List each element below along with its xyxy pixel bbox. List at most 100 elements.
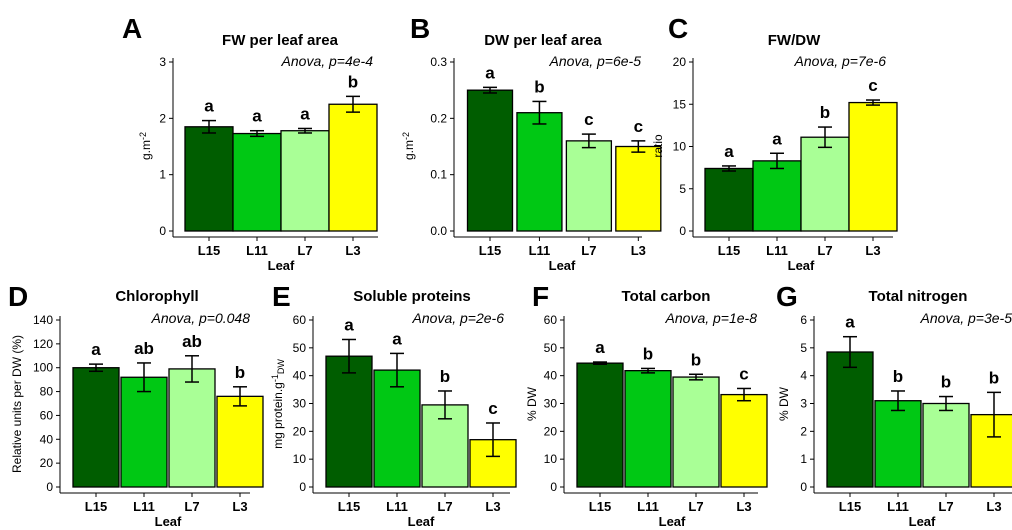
- panel-f: F Total carbon Anova, p=1e-8 0 10 20 30 40 50 60%…: [525, 281, 768, 529]
- y-tick-label: 10: [673, 140, 687, 154]
- y-tick-label: 20: [40, 456, 54, 470]
- x-tick-label: L3: [865, 243, 880, 258]
- bar-l7: [800, 136, 850, 232]
- bar-l11: [516, 112, 563, 232]
- significance-letter: a: [772, 129, 782, 148]
- bar-l3: [720, 393, 768, 488]
- bar-l7: [672, 376, 720, 488]
- bar-l3: [848, 101, 898, 232]
- bar-l15: [325, 355, 373, 488]
- y-tick-label: 3: [800, 397, 807, 411]
- x-tick-label: L3: [345, 243, 360, 258]
- x-tick-label: L15: [85, 499, 107, 514]
- significance-letter: c: [634, 117, 643, 136]
- x-tick-label: L11: [246, 243, 268, 258]
- x-axis-label: Leaf: [408, 514, 435, 529]
- bar-l7: [168, 368, 216, 488]
- y-tick-label: 0: [550, 480, 557, 494]
- y-tick-label: 60: [40, 408, 54, 422]
- y-tick-label: 2: [800, 424, 807, 438]
- x-tick-label: L3: [232, 499, 247, 514]
- x-axis-label: Leaf: [659, 514, 686, 529]
- bar-l3: [328, 103, 378, 232]
- significance-letter: b: [820, 103, 830, 122]
- significance-letter: a: [392, 329, 402, 348]
- x-tick-label: L11: [887, 499, 909, 514]
- y-axis-label: % DW: [777, 386, 791, 421]
- x-tick-label: L11: [133, 499, 155, 514]
- bar-l11: [874, 400, 922, 488]
- panel-title: FW per leaf area: [222, 32, 339, 49]
- panel-title: DW per leaf area: [484, 32, 602, 49]
- significance-letter: a: [595, 338, 605, 357]
- panel-letter: A: [122, 13, 142, 44]
- y-tick-label: 0: [299, 480, 306, 494]
- y-tick-label: 0.2: [430, 111, 447, 125]
- y-axis-label: g.m-2: [401, 132, 416, 160]
- x-tick-label: L11: [637, 499, 659, 514]
- significance-letter: a: [91, 340, 101, 359]
- anova-annotation: Anova, p=0.048: [151, 310, 251, 326]
- significance-letter: ab: [134, 339, 154, 358]
- y-tick-label: 100: [33, 361, 53, 375]
- panel-g: G Total nitrogen Anova, p=3e-5 0 1 2 3 4 5 6 % DW a…: [776, 281, 1012, 529]
- x-axis-label: Leaf: [549, 258, 576, 273]
- y-tick-label: 50: [293, 341, 307, 355]
- bar-l15: [576, 362, 624, 488]
- x-tick-label: L7: [437, 499, 452, 514]
- y-tick-label: 20: [544, 424, 558, 438]
- significance-letter: c: [488, 399, 497, 418]
- significance-letter: b: [534, 77, 544, 96]
- x-axis-label: Leaf: [155, 514, 182, 529]
- significance-letter: a: [204, 97, 214, 116]
- y-tick-label: 0.1: [430, 168, 447, 182]
- significance-letter: ab: [182, 332, 202, 351]
- y-tick-label: 0.0: [430, 224, 447, 238]
- significance-letter: b: [643, 344, 653, 363]
- bar-l7: [421, 404, 469, 488]
- y-tick-label: 5: [800, 341, 807, 355]
- bar-l15: [72, 367, 120, 488]
- y-tick-label: 5: [679, 182, 686, 196]
- panel-title: FW/DW: [768, 32, 821, 49]
- y-tick-label: 50: [544, 341, 558, 355]
- significance-letter: b: [691, 350, 701, 369]
- y-tick-label: 140: [33, 313, 53, 327]
- panel-d: D Chlorophyll Anova, p=0.048 0 20 40 60 80 100 12…: [8, 281, 264, 529]
- y-tick-label: 0: [800, 480, 807, 494]
- x-tick-label: L7: [297, 243, 312, 258]
- significance-letter: c: [868, 76, 877, 95]
- bar-l15: [184, 126, 234, 232]
- y-tick-label: 40: [544, 369, 558, 383]
- panel-c: C FW/DW Anova, p=7e-6 0 5 10 15 20 ratio a L15 a L11…: [651, 13, 898, 273]
- panel-title: Total carbon: [622, 288, 711, 305]
- y-tick-label: 80: [40, 385, 54, 399]
- panel-letter: D: [8, 281, 28, 312]
- y-tick-label: 15: [673, 97, 687, 111]
- y-tick-label: 60: [293, 313, 307, 327]
- panel-letter: B: [410, 13, 430, 44]
- bar-l11: [232, 132, 282, 232]
- y-axis-label: ratio: [651, 134, 665, 158]
- panel-letter: C: [668, 13, 688, 44]
- bar-l11: [624, 370, 672, 488]
- x-tick-label: L3: [631, 243, 646, 258]
- y-axis-label: mg protein.g-1DW: [270, 359, 286, 449]
- y-tick-label: 20: [293, 424, 307, 438]
- x-tick-label: L15: [718, 243, 740, 258]
- x-tick-label: L15: [338, 499, 360, 514]
- x-tick-label: L15: [589, 499, 611, 514]
- x-axis-label: Leaf: [909, 514, 936, 529]
- y-tick-label: 2: [159, 111, 166, 125]
- bar-l15: [466, 89, 514, 232]
- x-tick-label: L11: [529, 243, 551, 258]
- significance-letter: a: [724, 142, 734, 161]
- x-tick-label: L3: [485, 499, 500, 514]
- x-tick-label: L7: [688, 499, 703, 514]
- y-tick-label: 60: [544, 313, 558, 327]
- y-tick-label: 10: [544, 452, 558, 466]
- anova-annotation: Anova, p=3e-5: [920, 310, 1012, 326]
- y-tick-label: 1: [800, 452, 807, 466]
- x-tick-label: L15: [839, 499, 861, 514]
